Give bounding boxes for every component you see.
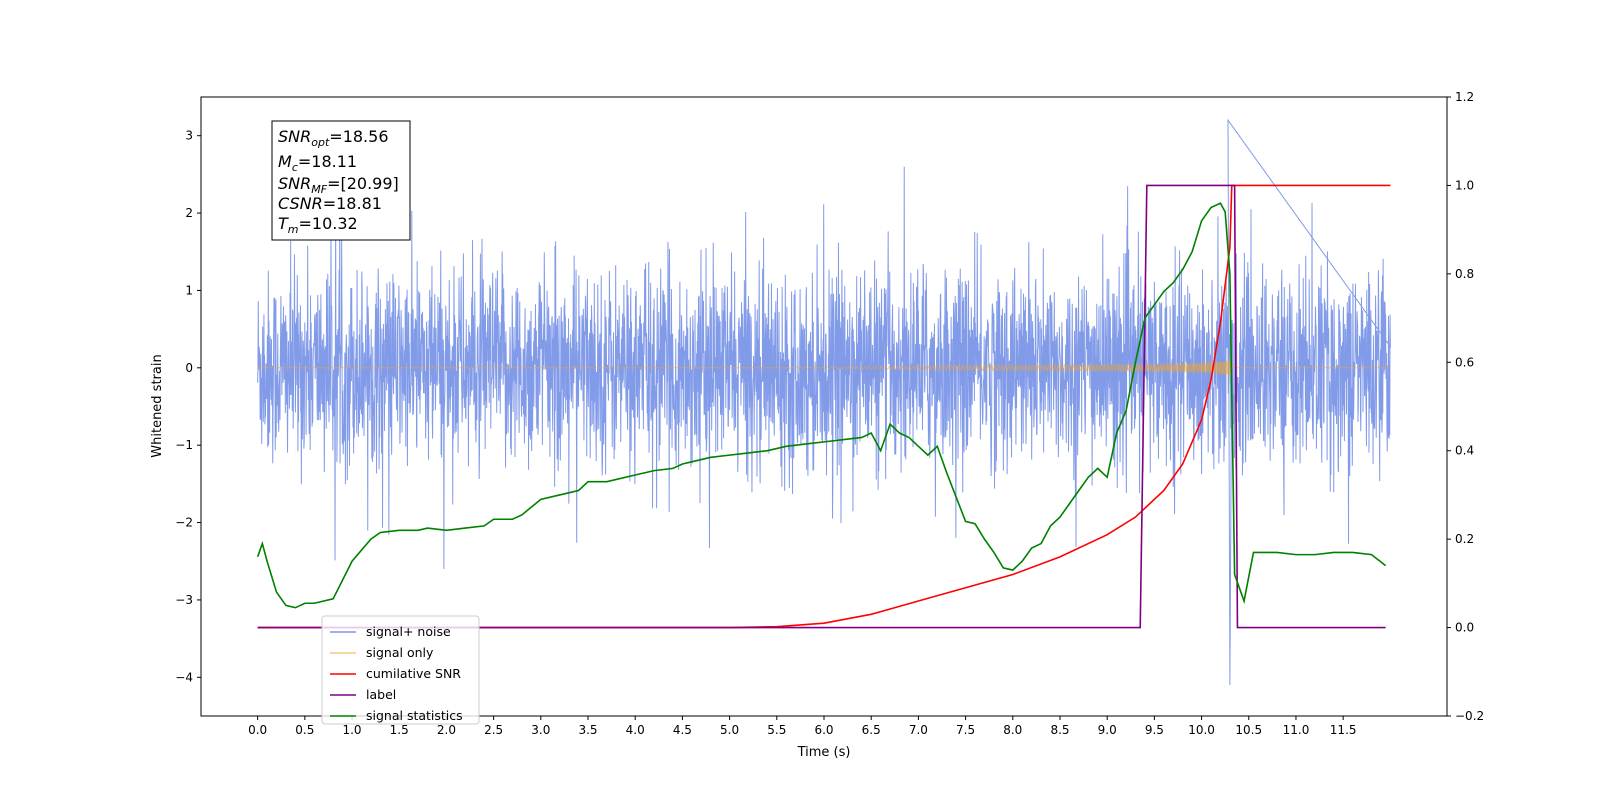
info-box: SNRopt=18.56 Mc=18.11 SNRMF=[20.99] CSNR… [271,120,411,241]
y-tick-label: −1 [175,438,193,452]
x-tick-label: 8.0 [1003,723,1022,737]
x-tick-label: 8.5 [1050,723,1069,737]
x-tick-label: 0.5 [295,723,314,737]
info-snr-mf: SNRMF=[20.99] [278,174,399,196]
y-axis-label: Whitened strain [150,354,165,457]
x-tick-label: 5.0 [720,723,739,737]
y2-tick-label: 0.4 [1455,444,1474,458]
y2-tick-label: 0.8 [1455,267,1474,281]
x-tick-label: 3.5 [578,723,597,737]
y2-tick-label: 0.2 [1455,532,1474,546]
info-mc: Mc=18.11 [278,152,357,174]
info-box-frame [271,120,411,241]
legend-label: label [366,687,396,702]
x-tick-label: 11.0 [1283,723,1310,737]
x-tick-label: 2.5 [484,723,503,737]
y-tick-label: 1 [185,283,193,297]
y2-tick-label: 1.0 [1455,178,1474,192]
y-tick-label: −4 [175,670,193,684]
series-label [257,184,1386,629]
y2-tick-label: 0.0 [1455,621,1474,635]
x-tick-label: 10.5 [1235,723,1262,737]
x-axis: 0.0 0.5 1.0 1.5 2.0 2.5 3.0 3.5 4.0 4.5 5.0 5.5 6.0 6… [248,716,1357,737]
x-tick-label: 6.0 [814,723,833,737]
y-axis-left: 3 2 1 0 −1 −2 −3 −4 [175,129,201,684]
info-snr-opt: SNRopt=18.56 [278,127,389,149]
y-tick-label: 0 [185,361,193,375]
x-tick-label: 1.0 [342,723,361,737]
x-tick-label: 7.0 [909,723,928,737]
y2-tick-label: −0.2 [1455,709,1484,723]
y-tick-label: −3 [175,593,193,607]
y-axis-right: 1.2 1.0 0.8 0.6 0.4 0.2 0.0 −0.2 [1447,90,1484,723]
info-tm: Tm=10.32 [278,214,358,236]
x-tick-label: 2.0 [437,723,456,737]
x-tick-label: 9.5 [1145,723,1164,737]
legend: signal+ noise signal only cumilative SNR la… [321,615,480,725]
y2-tick-label: 0.6 [1455,355,1474,369]
y-tick-label: −2 [175,516,193,530]
legend-entries: signal+ noise signal only cumilative SNR la… [330,624,463,723]
series-cumilative-snr [257,184,1391,629]
y-tick-label: 2 [185,206,193,220]
x-tick-label: 10.0 [1188,723,1215,737]
legend-label: signal+ noise [366,624,451,639]
x-tick-label: 9.0 [1098,723,1117,737]
series-signal-statistics [256,202,1387,609]
info-csnr: CSNR=18.81 [278,194,382,213]
x-tick-label: 4.0 [626,723,645,737]
series-signal-only [257,354,1391,381]
series-layer [256,118,1391,686]
legend-label: signal statistics [366,708,463,723]
x-tick-label: 5.5 [767,723,786,737]
x-axis-label: Time (s) [797,745,851,760]
y2-tick-label: 1.2 [1455,90,1474,104]
legend-frame [321,615,480,725]
x-tick-label: 6.5 [862,723,881,737]
y-tick-label: 3 [185,129,193,143]
x-tick-label: 11.5 [1330,723,1357,737]
x-tick-label: 3.0 [531,723,550,737]
legend-label: cumilative SNR [366,666,461,681]
legend-label: signal only [366,645,434,660]
x-tick-label: 0.0 [248,723,267,737]
series-signal-plus-noise [257,118,1391,686]
x-tick-label: 1.5 [390,723,409,737]
x-tick-label: 7.5 [956,723,975,737]
x-tick-label: 4.5 [673,723,692,737]
